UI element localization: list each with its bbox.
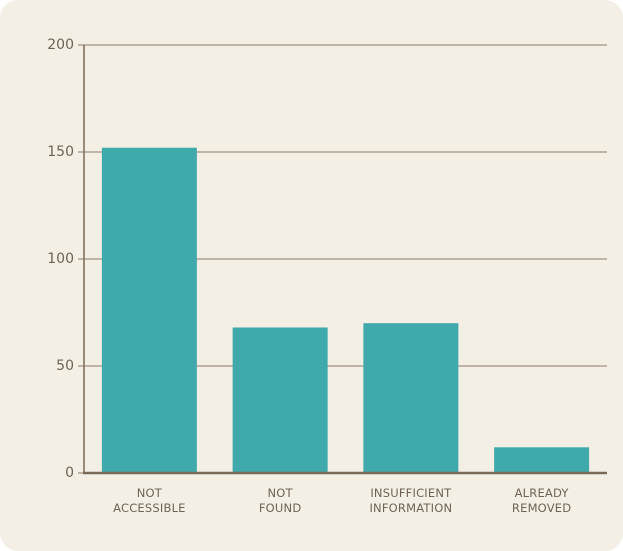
- bar: [101, 147, 197, 473]
- x-tick-label: INSUFFICIENT INFORMATION: [369, 486, 452, 515]
- bar: [232, 327, 328, 473]
- bar: [494, 447, 590, 473]
- x-tick-label: NOT ACCESSIBLE: [113, 486, 186, 515]
- bar: [363, 323, 459, 473]
- y-tick-label: 50: [56, 358, 74, 374]
- y-tick-label: 100: [47, 251, 74, 267]
- y-tick-label: 200: [47, 37, 74, 53]
- x-tick-label: ALREADY REMOVED: [512, 486, 571, 515]
- y-tick-label: 150: [47, 144, 74, 160]
- y-tick-label: 0: [65, 465, 74, 481]
- x-tick-label: NOT FOUND: [259, 486, 302, 515]
